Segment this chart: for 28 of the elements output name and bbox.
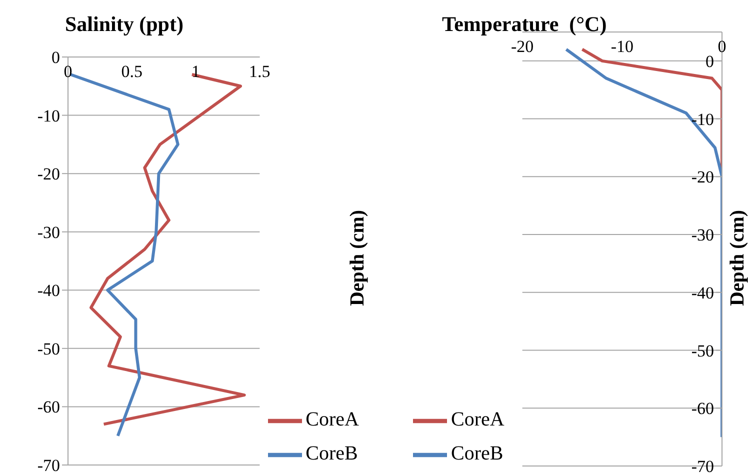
x-tick-label: 0 [718, 37, 726, 56]
y-tick-label: -60 [37, 398, 60, 417]
x-tick-label: -10 [610, 37, 634, 56]
y-tick-label: -40 [691, 283, 714, 302]
y-tick-label: -10 [691, 110, 714, 129]
y-tick-label: -50 [691, 341, 714, 360]
legend-label: CoreB [306, 442, 358, 465]
y-tick-label: -40 [37, 281, 60, 300]
x-tick-label: 1.5 [249, 62, 270, 82]
y-tick-label: -30 [37, 222, 60, 242]
chart-title: Salinity (ppt) [65, 12, 184, 37]
y-tick-label: -20 [691, 168, 714, 187]
y-tick-label: -50 [37, 339, 60, 358]
legend-label: CoreA [451, 408, 504, 431]
y-tick-label: -20 [37, 164, 60, 184]
x-tick-label: -20 [510, 37, 534, 56]
legend-label: CoreB [451, 442, 504, 465]
y-tick-label: -70 [37, 456, 60, 476]
y-axis-title: Depth (cm) [726, 210, 748, 306]
chart-title: Temperature (°C) [442, 12, 607, 37]
y-tick-label: -10 [37, 106, 60, 126]
x-tick-label: 0 [64, 62, 72, 82]
y-axis-title: Depth (cm) [346, 210, 370, 306]
x-tick-label: 0.5 [121, 62, 143, 82]
legend-label: CoreA [306, 408, 359, 431]
y-tick-label: -30 [691, 226, 714, 245]
y-tick-label: -60 [691, 399, 714, 418]
y-tick-label: -70 [691, 457, 714, 476]
